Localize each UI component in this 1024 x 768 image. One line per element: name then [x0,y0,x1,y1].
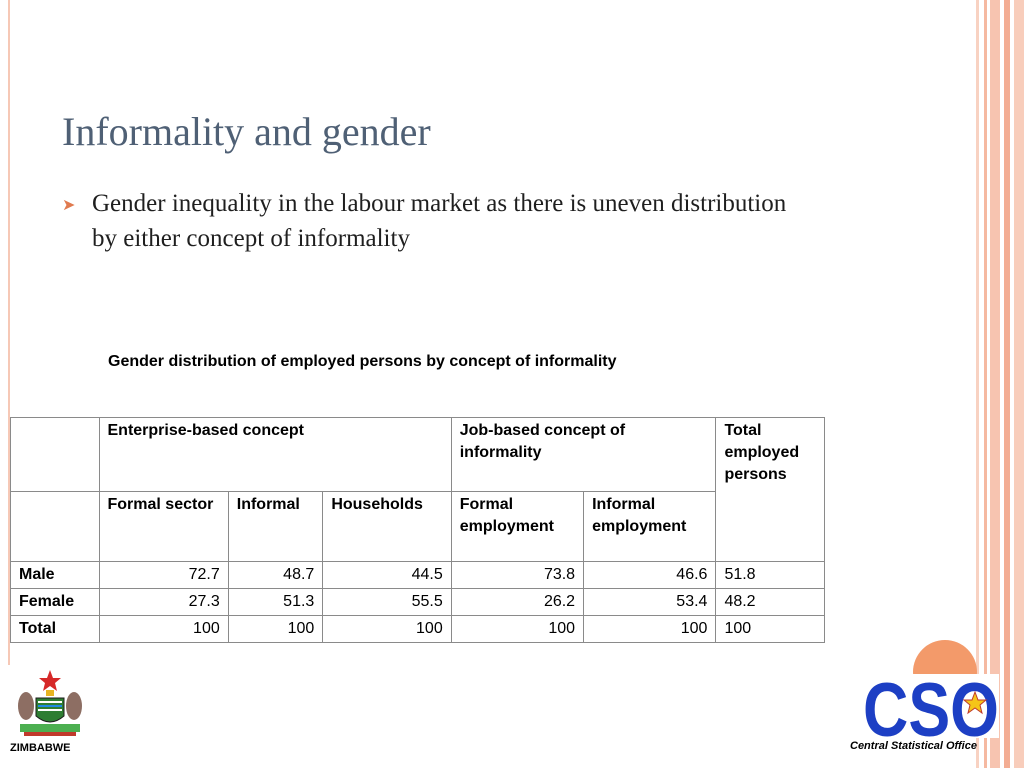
cso-label: Central Statistical Office [850,740,977,752]
table-cell: 72.7 [98,561,229,589]
coat-of-arms-icon [18,670,82,736]
table-cell: 100 [583,615,717,643]
table-cell: 27.3 [98,588,229,616]
subheader-empty-cell [10,491,100,562]
row-label-total: Total [10,615,100,643]
zimbabwe-label: ZIMBABWE [10,742,71,754]
table-row: Male 72.7 48.7 44.5 73.8 46.6 51.8 [10,561,825,589]
subheader-informal-employment: Informal employment [583,491,717,562]
slide-title: Informality and gender [62,109,431,154]
cso-logo: CSO Central Statistical Office [845,640,1005,760]
table-header-row: Enterprise-based concept Job-based conce… [10,417,825,562]
bullet-item: ➤ Gender inequality in the labour market… [62,186,802,256]
subheader-households: Households [322,491,452,562]
table-subheader-row: Formal sector Informal Households Formal… [10,491,825,562]
header-total-employed: Total employed persons [715,417,825,562]
table-cell: 46.6 [583,561,717,589]
table-cell: 44.5 [322,561,452,589]
table-row: Total 100 100 100 100 100 100 [10,615,825,643]
table-caption: Gender distribution of employed persons … [108,353,617,370]
decorative-stripes [974,0,1024,768]
table-cell: 53.4 [583,588,717,616]
table-cell: 26.2 [450,588,585,616]
header-job-based: Job-based concept of informality [450,417,717,492]
header-empty-cell [10,417,100,492]
table-cell: 100 [227,615,324,643]
left-border-rule [8,0,10,665]
table-cell: 51.3 [227,588,324,616]
arrow-bullet-icon: ➤ [62,197,76,214]
row-label-female: Female [10,588,100,616]
table-cell: 100 [322,615,452,643]
header-enterprise-based: Enterprise-based concept [98,417,452,492]
subheader-formal-sector: Formal sector [98,491,229,562]
table-cell: 51.8 [715,561,825,589]
zimbabwe-coat-of-arms: ZIMBABWE [10,668,90,760]
table-cell: 48.7 [227,561,324,589]
table-row: Female 27.3 51.3 55.5 26.2 53.4 48.2 [10,588,825,616]
table-cell: 100 [98,615,229,643]
table-cell: 55.5 [322,588,452,616]
table-cell: 100 [715,615,825,643]
subheader-informal: Informal [227,491,324,562]
table-cell: 48.2 [715,588,825,616]
cso-logo-icon: CSO [863,640,999,753]
table-cell: 100 [450,615,585,643]
informality-table: Enterprise-based concept Job-based conce… [10,417,825,643]
subheader-formal-employment: Formal employment [450,491,585,562]
row-label-male: Male [10,561,100,589]
bullet-text: Gender inequality in the labour market a… [92,190,787,252]
table-cell: 73.8 [450,561,585,589]
cso-logo-text: CSO [863,668,999,740]
